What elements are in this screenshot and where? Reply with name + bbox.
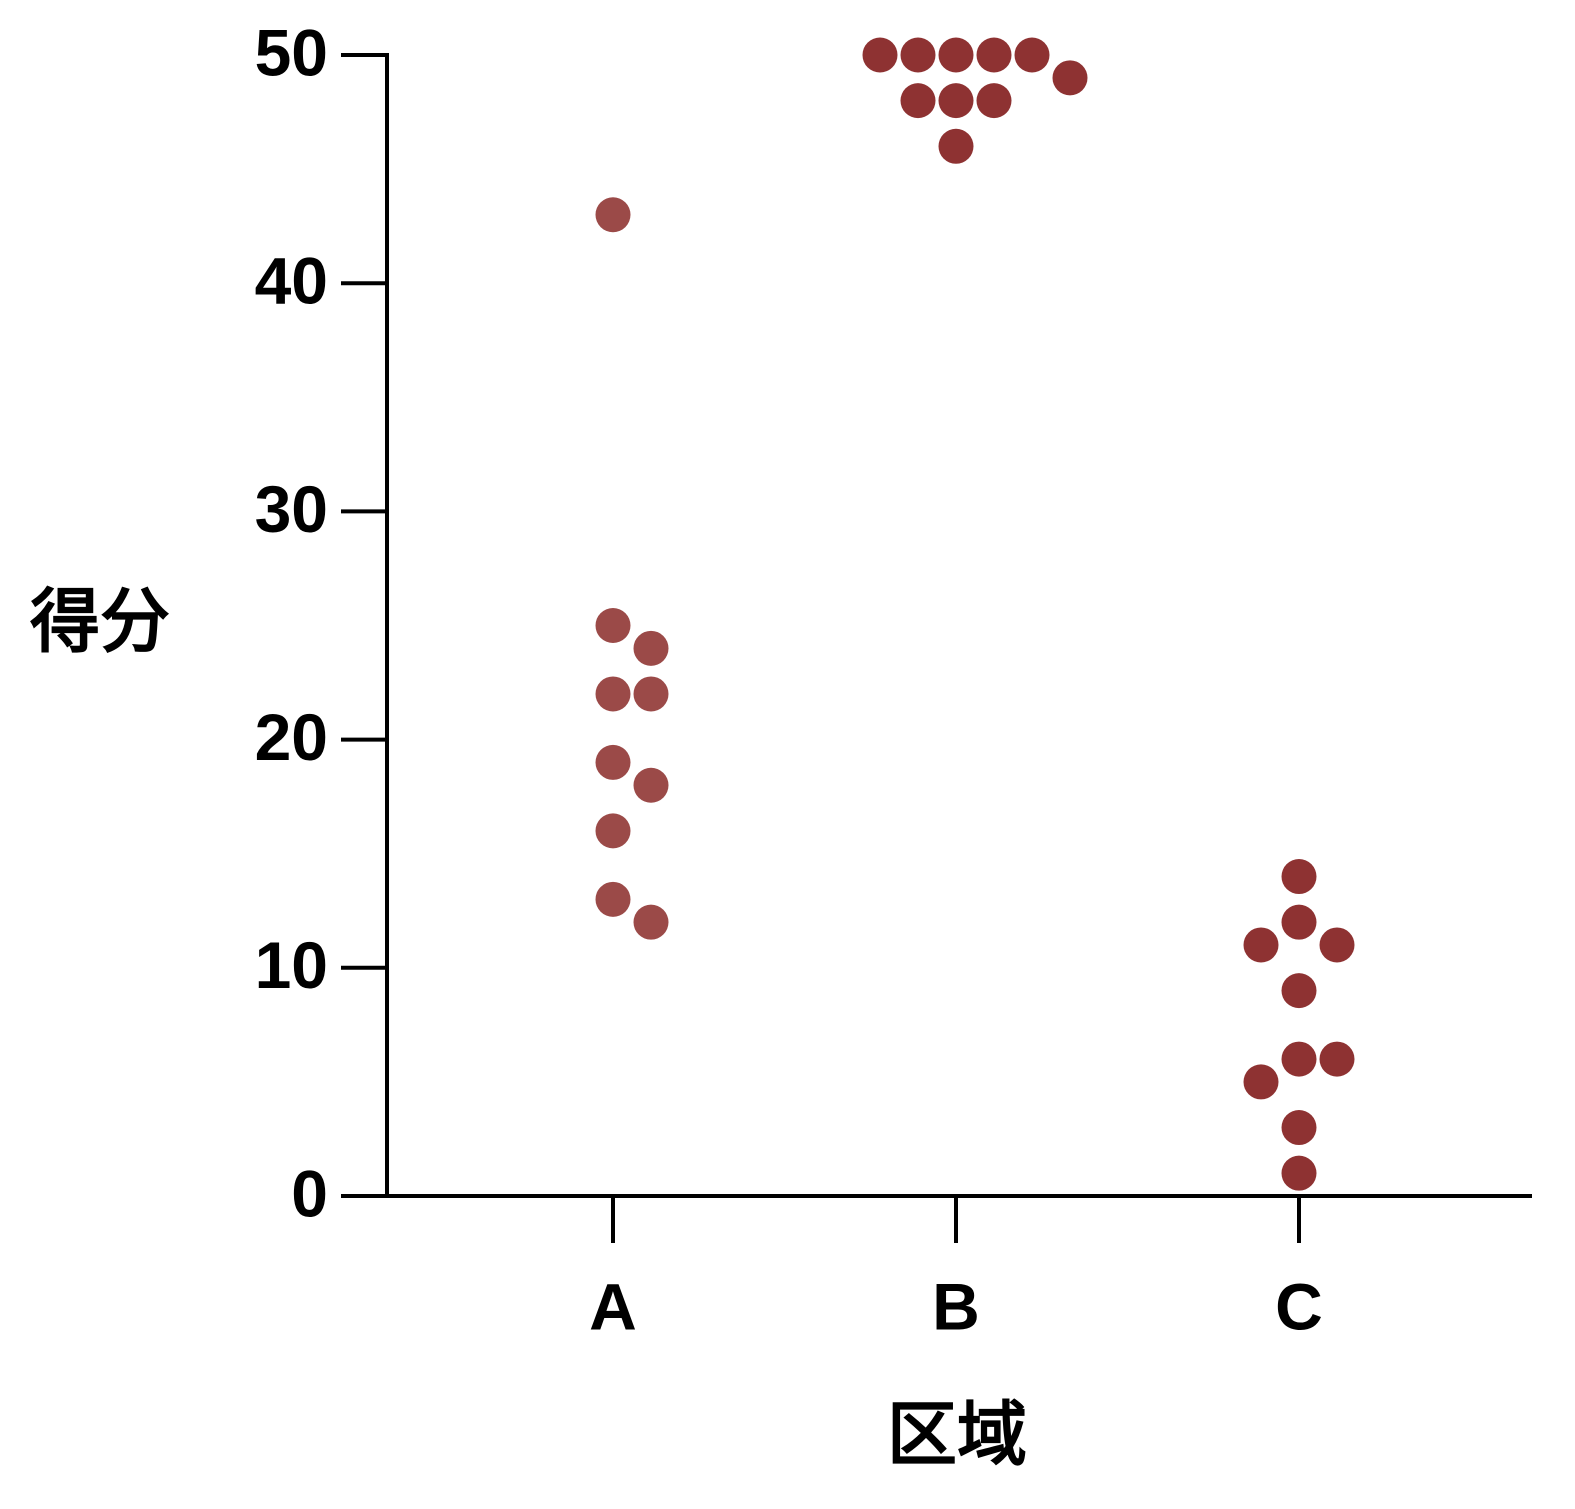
y-tick-label: 30: [255, 472, 328, 546]
y-tick-label: 10: [255, 928, 328, 1002]
y-tick-label: 40: [255, 244, 328, 318]
x-tick-label: C: [1275, 1269, 1323, 1343]
data-point: [1281, 1110, 1317, 1146]
data-point: [595, 881, 631, 917]
data-point: [1014, 37, 1050, 73]
data-point: [938, 128, 974, 164]
data-point: [1281, 1155, 1317, 1191]
y-tick-label: 0: [291, 1156, 328, 1230]
data-point: [595, 813, 631, 849]
data-point: [976, 83, 1012, 119]
data-point: [862, 37, 898, 73]
y-tick-label: 20: [255, 700, 328, 774]
data-point: [633, 767, 669, 803]
data-point: [938, 37, 974, 73]
data-point: [1281, 1041, 1317, 1077]
data-point: [1281, 973, 1317, 1009]
x-tick-label: B: [932, 1269, 980, 1343]
data-point: [900, 83, 936, 119]
data-point: [1052, 60, 1088, 96]
data-point: [900, 37, 936, 73]
data-point: [595, 676, 631, 712]
data-point: [595, 744, 631, 780]
data-point: [595, 608, 631, 643]
data-point: [595, 197, 631, 233]
y-axis-label: 得分: [30, 582, 170, 660]
x-axis-label: 区域: [887, 1395, 1027, 1473]
data-point: [1243, 927, 1279, 963]
data-point: [1319, 1041, 1355, 1077]
data-point: [1319, 927, 1355, 963]
data-point: [938, 83, 974, 119]
data-point: [633, 904, 669, 940]
x-tick-label: A: [589, 1269, 637, 1343]
data-point: [1281, 859, 1317, 895]
data-point: [976, 37, 1012, 73]
data-point: [1281, 904, 1317, 940]
data-point: [633, 630, 669, 666]
y-tick-label: 50: [255, 15, 328, 89]
data-point: [1243, 1064, 1279, 1100]
data-point: [633, 676, 669, 712]
